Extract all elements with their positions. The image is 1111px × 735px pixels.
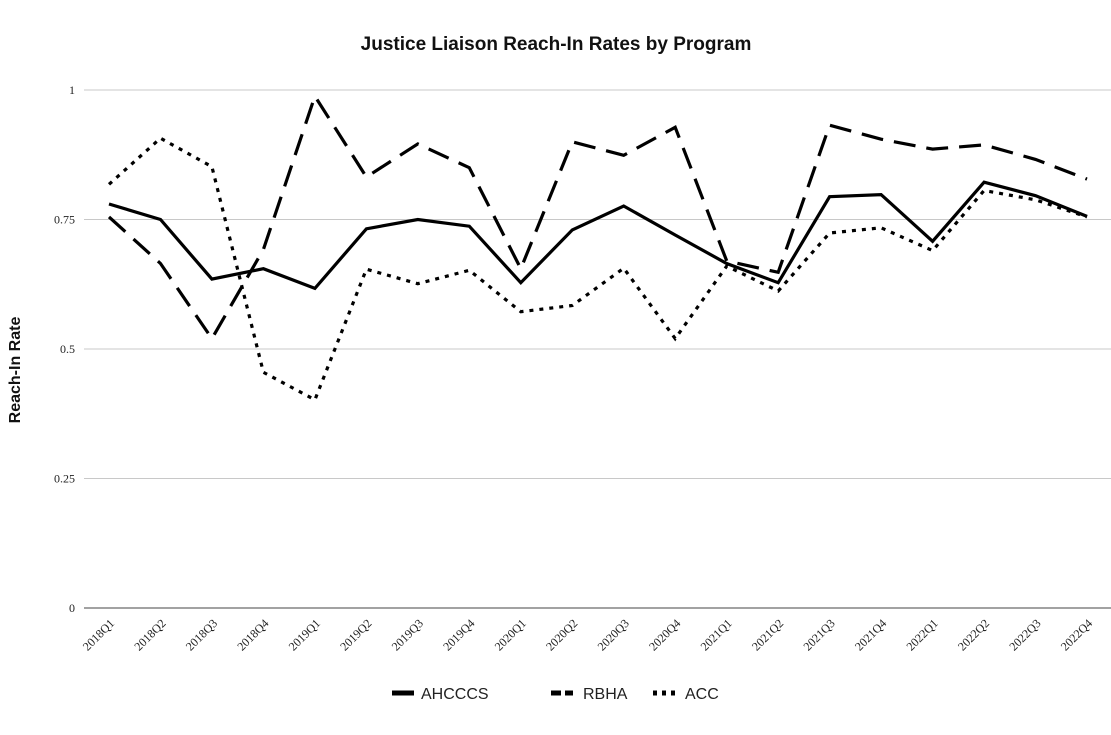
y-tick-label: 0 <box>69 601 75 615</box>
x-axis-ticks: 2018Q1 2018Q2 2018Q3 2018Q4 2019Q1 2019Q2 2019… <box>80 616 1095 653</box>
x-tick-label: 2020Q1 <box>492 616 529 653</box>
x-tick-label: 2020Q3 <box>595 616 632 653</box>
x-tick-label: 2022Q3 <box>1006 616 1043 653</box>
x-tick-label: 2019Q1 <box>286 616 323 653</box>
x-tick-label: 2018Q4 <box>234 616 271 653</box>
x-tick-label: 2019Q3 <box>389 616 426 653</box>
x-tick-label: 2022Q1 <box>903 616 940 653</box>
series-line-ahcccs <box>108 180 1088 291</box>
series-lines <box>107 92 1088 403</box>
legend-label-ahcccs: AHCCCS <box>421 686 489 703</box>
x-tick-label: 2021Q2 <box>749 616 786 653</box>
x-tick-label: 2018Q3 <box>183 616 220 653</box>
x-tick-label: 2019Q4 <box>440 616 477 653</box>
y-tick-label: 0.25 <box>54 472 75 486</box>
x-tick-label: 2021Q3 <box>801 616 838 653</box>
legend-label-rbha: RBHA <box>583 686 628 703</box>
chart-title: Justice Liaison Reach-In Rates by Progra… <box>361 34 752 55</box>
x-tick-label: 2018Q2 <box>131 616 168 653</box>
x-tick-label: 2022Q2 <box>955 616 992 653</box>
x-tick-label: 2022Q4 <box>1058 616 1095 653</box>
legend-label-acc: ACC <box>685 686 719 703</box>
x-tick-label: 2020Q2 <box>543 616 580 653</box>
y-tick-label: 0.75 <box>54 213 75 227</box>
y-axis-ticks: 0 0.25 0.5 0.75 1 <box>54 83 75 615</box>
y-tick-label: 0.5 <box>60 342 75 356</box>
x-tick-label: 2021Q1 <box>698 616 735 653</box>
y-axis-label: Reach-In Rate <box>7 317 24 424</box>
x-tick-label: 2020Q4 <box>646 616 683 653</box>
x-tick-label: 2021Q4 <box>852 616 889 653</box>
y-tick-label: 1 <box>69 83 75 97</box>
gridlines <box>84 89 1111 479</box>
x-tick-label: 2019Q2 <box>337 616 374 653</box>
legend: AHCCCS RBHA ACC <box>392 686 719 703</box>
x-tick-label: 2018Q1 <box>80 616 117 653</box>
